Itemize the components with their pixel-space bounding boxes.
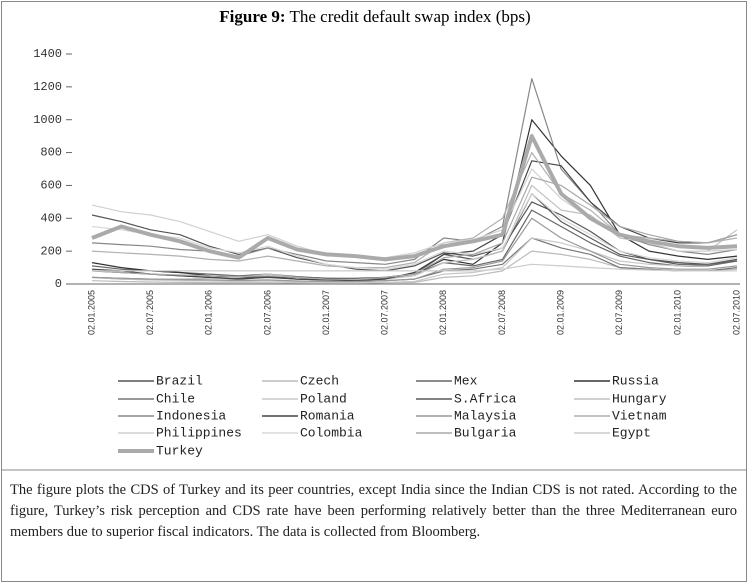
legend-label: Colombia: [300, 425, 363, 440]
x-tick-label: 02.07.2008: [497, 290, 507, 335]
legend-label: Czech: [300, 373, 339, 388]
legend-label: S.Africa: [454, 391, 517, 406]
x-tick-label: 02.01.2009: [555, 290, 565, 335]
series-line: [91, 176, 738, 280]
x-tick-label: 02.07.2005: [145, 290, 155, 335]
x-tick-label: 02.01.2005: [86, 290, 96, 335]
legend-label: Mex: [454, 373, 478, 388]
x-tick-label: 02.01.2006: [204, 290, 214, 335]
legend-label: Poland: [300, 391, 347, 406]
legend-label: Egypt: [612, 425, 651, 440]
y-tick-label: 600: [40, 179, 62, 193]
series-line: [92, 263, 737, 272]
y-tick-label: 400: [40, 211, 62, 225]
legend-label: Chile: [156, 391, 195, 406]
series-line: [91, 217, 738, 283]
series-line: [91, 193, 738, 270]
y-tick-label: 200: [40, 244, 62, 258]
series-line: [91, 134, 738, 262]
x-tick-label: 02.01.2010: [673, 290, 683, 335]
y-tick-label: 1000: [33, 113, 62, 127]
x-tick-label: 02.07.2006: [262, 290, 272, 335]
legend-label: Romania: [300, 408, 355, 423]
x-tick-label: 02.07.2007: [380, 290, 390, 335]
x-tick-label: 02.07.2009: [614, 290, 624, 335]
y-tick-label: 800: [40, 146, 62, 160]
y-tick-label: 1400: [33, 47, 62, 61]
title-text: The credit default swap index (bps): [289, 7, 530, 26]
chart-title: Figure 9: The credit default swap index …: [219, 7, 530, 26]
legend-label: Hungary: [612, 391, 667, 406]
legend-label: Philippines: [156, 425, 242, 440]
series-line: [91, 237, 738, 284]
caption: The figure plots the CDS of Turkey and i…: [10, 482, 737, 540]
series-line: [91, 160, 738, 282]
legend-label: Russia: [612, 373, 659, 388]
legend-label: Indonesia: [156, 408, 226, 423]
x-tick-label: 02.01.2007: [321, 290, 331, 335]
series-line: [91, 184, 738, 281]
x-tick-label: 02.07.2010: [731, 290, 741, 335]
legend-label: Bulgaria: [454, 425, 517, 440]
x-tick-label: 02.01.2008: [438, 290, 448, 335]
legend-label: Turkey: [156, 443, 203, 458]
legend-label: Vietnam: [612, 408, 667, 423]
legend-label: Brazil: [156, 373, 203, 388]
y-tick-label: 1200: [33, 80, 62, 94]
title-label: Figure 9:: [219, 7, 285, 26]
y-tick-label: 0: [55, 277, 62, 291]
legend-label: Malaysia: [454, 408, 517, 423]
